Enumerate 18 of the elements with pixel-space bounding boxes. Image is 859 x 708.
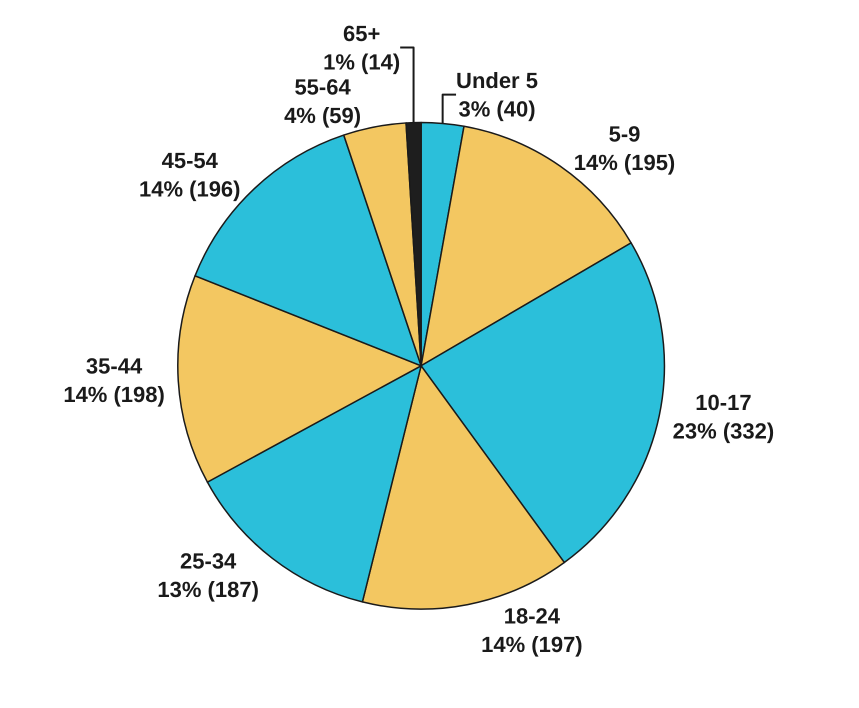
slice-label: Under 5 (456, 68, 538, 93)
data-label: 14% (195) (574, 150, 676, 176)
slice-label: 10-17 (695, 390, 752, 415)
data-label: 14% (198) (63, 382, 165, 408)
slice-label: 5-9 (608, 121, 640, 146)
data-label: 4% (59) (284, 102, 362, 128)
data-label: 1% (14) (323, 49, 400, 74)
slice-label: 45-54 (162, 148, 219, 174)
data-label: 3% (40) (458, 96, 536, 122)
slice-label: 55-64 (294, 74, 352, 100)
data-label: 14% (196) (138, 176, 240, 202)
data-label: 13% (187) (157, 576, 259, 602)
data-label: 23% (332) (672, 418, 774, 444)
slice-label: 18-24 (504, 604, 561, 629)
slice-label: 25-34 (180, 548, 238, 574)
slice-label: 35-44 (86, 354, 143, 379)
data-label: 14% (197) (481, 632, 583, 658)
slice-label: 65+ (342, 20, 380, 46)
